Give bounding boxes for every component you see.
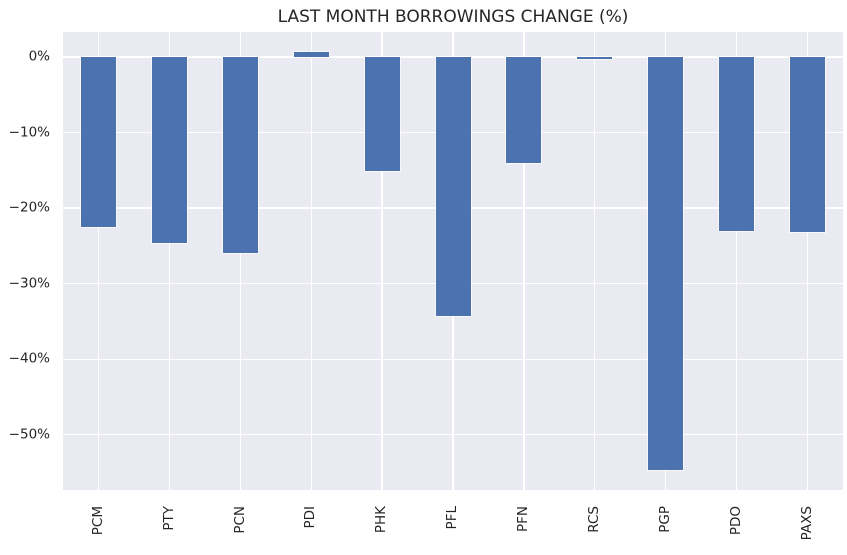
x-tick-label-pfn: PFN <box>513 506 535 532</box>
x-tick-label-rcs: RCS <box>584 506 606 533</box>
bar-pgp <box>648 56 684 471</box>
bar-pcn <box>222 56 258 254</box>
x-tick-label-pfl: PFL <box>442 506 464 529</box>
bar-pdo <box>719 56 755 231</box>
x-tick-label-phk: PHK <box>371 506 393 533</box>
x-tick-label-text: PFN <box>515 506 532 533</box>
chart-title: LAST MONTH BORROWINGS CHANGE (%) <box>277 7 629 27</box>
gridline-vertical <box>168 32 170 490</box>
y-tick-label: −20% <box>8 199 50 216</box>
x-tick-label-text: PCM <box>89 506 106 536</box>
gridline-vertical <box>523 32 525 490</box>
bar-phk <box>364 56 400 172</box>
bar-pfn <box>506 56 542 163</box>
gridline-vertical <box>97 32 100 490</box>
gridline-vertical <box>310 32 312 490</box>
x-tick-label-text: PHK <box>373 506 390 534</box>
bar-rcs <box>577 56 613 60</box>
plot-area <box>63 32 843 490</box>
gridline-vertical <box>381 32 383 490</box>
x-tick-label-text: PTY <box>160 506 177 531</box>
gridline-vertical <box>735 32 738 490</box>
x-tick-label-text: PGP <box>656 506 673 533</box>
x-tick-label-paxs: PAXS <box>797 506 819 540</box>
gridline-vertical <box>806 32 809 490</box>
x-tick-label-text: PDI <box>302 506 319 529</box>
x-tick-label-pcm: PCM <box>87 506 109 535</box>
gridline-vertical <box>239 32 241 490</box>
x-tick-label-pgp: PGP <box>655 506 677 533</box>
bar-pfl <box>435 56 471 317</box>
y-tick-label: −30% <box>8 274 50 291</box>
x-tick-label-text: PDO <box>727 506 744 536</box>
y-tick-label: −50% <box>8 426 50 443</box>
x-tick-label-pdo: PDO <box>726 506 748 535</box>
x-tick-label-text: RCS <box>586 506 603 533</box>
bar-pcm <box>80 56 116 227</box>
x-tick-label-pcn: PCN <box>229 506 251 534</box>
x-tick-label-pty: PTY <box>158 506 180 531</box>
gridline-vertical <box>594 32 596 490</box>
x-tick-label-text: PFL <box>444 506 461 530</box>
x-tick-label-pdi: PDI <box>300 506 322 529</box>
x-tick-label-text: PCN <box>231 506 248 534</box>
y-tick-label: −10% <box>8 123 50 140</box>
bar-paxs <box>790 56 826 233</box>
bar-pty <box>151 56 187 243</box>
y-tick-label: 0% <box>28 48 50 65</box>
y-tick-label: −40% <box>8 350 50 367</box>
x-tick-label-text: PAXS <box>798 506 815 541</box>
bar-pdi <box>293 52 329 57</box>
